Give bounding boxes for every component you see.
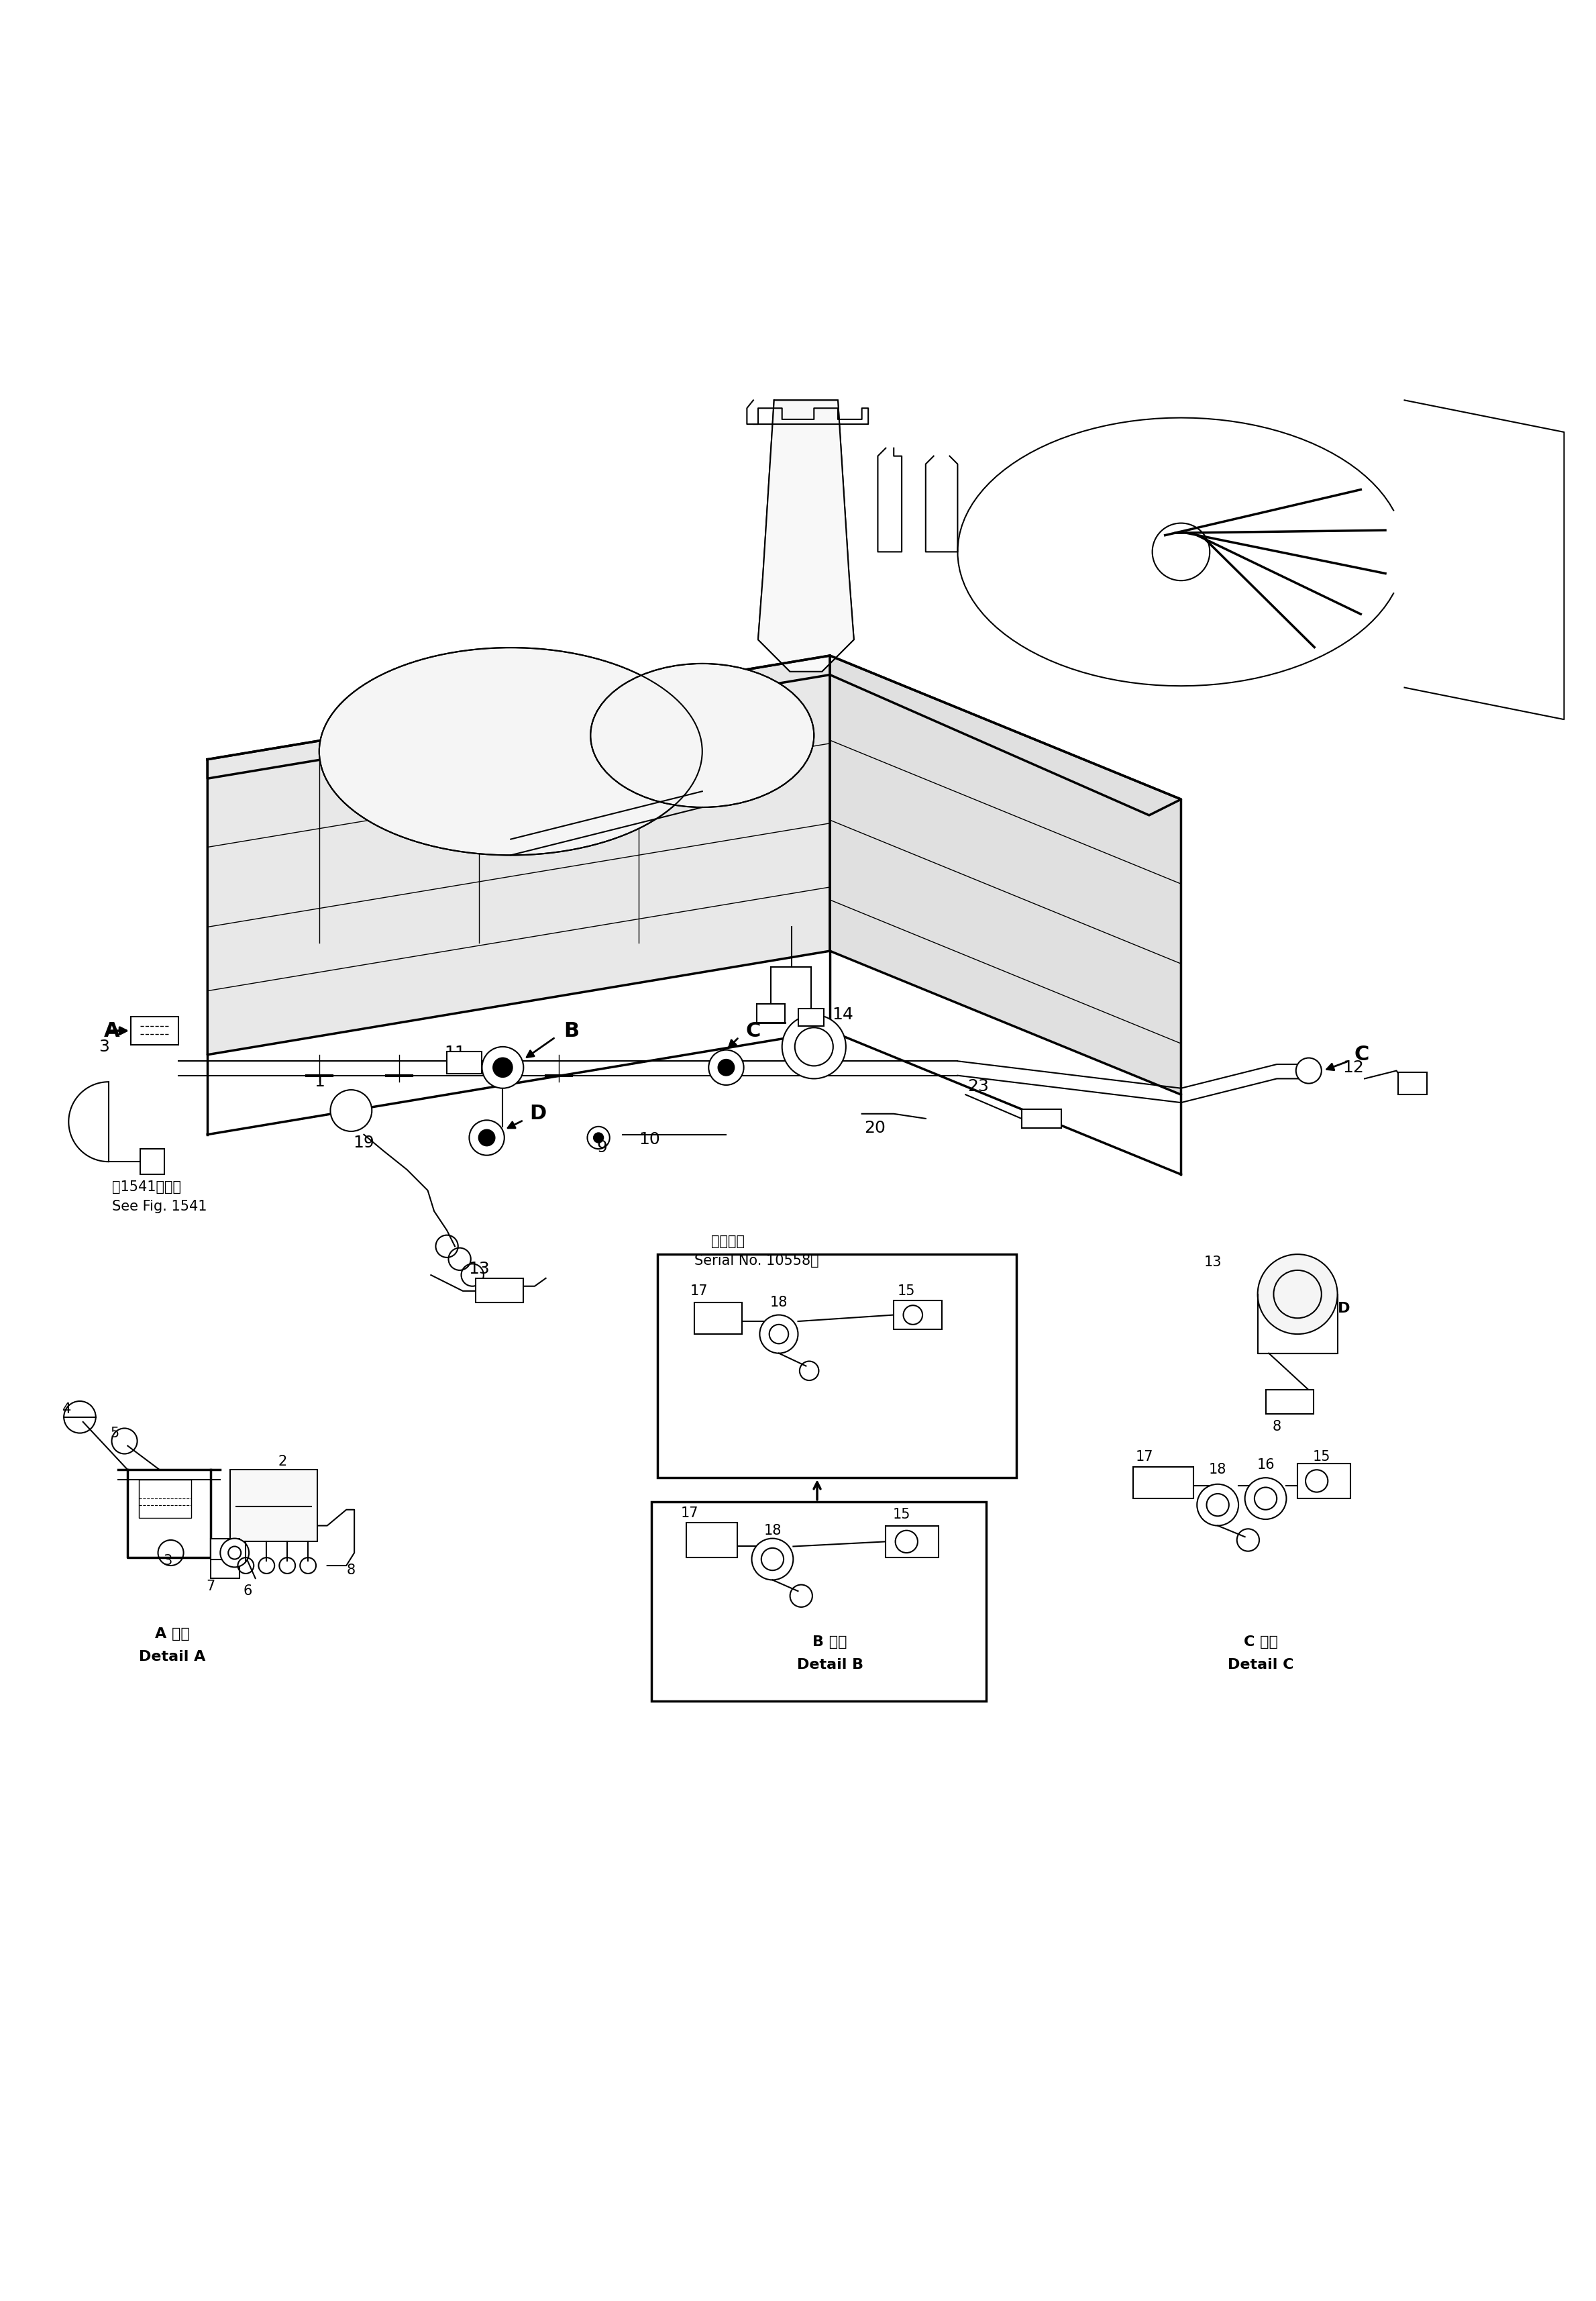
Text: C 詳細: C 詳細 [1243, 1636, 1278, 1650]
Text: 適用号機: 適用号機 [710, 1236, 745, 1247]
Text: C: C [745, 1022, 761, 1040]
Text: 9: 9 [597, 1139, 606, 1155]
Text: 17: 17 [1135, 1450, 1154, 1463]
Circle shape [709, 1049, 744, 1086]
Bar [131, 1017, 179, 1045]
Circle shape [220, 1539, 249, 1567]
Bar [1133, 1466, 1194, 1498]
Bar [694, 1302, 742, 1335]
Text: 10: 10 [638, 1132, 661, 1148]
Text: B: B [563, 1022, 579, 1040]
Text: 17: 17 [680, 1507, 699, 1519]
Text: 6: 6 [243, 1585, 252, 1597]
Circle shape [1258, 1254, 1337, 1335]
Bar [651, 1503, 986, 1700]
Text: 24: 24 [809, 1042, 832, 1058]
Circle shape [330, 1091, 372, 1132]
Text: 15: 15 [892, 1507, 911, 1521]
Text: 15: 15 [897, 1284, 916, 1298]
Text: 18: 18 [1208, 1463, 1227, 1477]
Text: B 詳細: B 詳細 [812, 1636, 847, 1650]
Bar [1298, 1463, 1350, 1498]
Circle shape [482, 1047, 523, 1088]
Text: 4: 4 [62, 1401, 72, 1415]
Text: 8: 8 [1272, 1420, 1282, 1434]
Text: 13: 13 [468, 1261, 490, 1277]
Text: 20: 20 [863, 1121, 886, 1137]
Bar [798, 1008, 824, 1026]
Text: Detail C: Detail C [1227, 1657, 1294, 1671]
Circle shape [1296, 1058, 1321, 1084]
Circle shape [479, 1130, 495, 1146]
Bar [1398, 1072, 1427, 1095]
Text: D: D [530, 1104, 546, 1123]
Circle shape [752, 1539, 793, 1581]
Polygon shape [207, 656, 1181, 815]
Text: 12: 12 [1342, 1058, 1365, 1075]
Text: 18: 18 [763, 1523, 782, 1537]
Text: 16: 16 [1256, 1459, 1275, 1473]
Circle shape [718, 1058, 734, 1075]
Text: 21: 21 [343, 1100, 365, 1116]
Circle shape [782, 1015, 846, 1079]
Text: 3: 3 [163, 1553, 172, 1567]
Bar [1021, 1109, 1061, 1127]
Text: See Fig. 1541: See Fig. 1541 [112, 1199, 206, 1213]
Text: D 詳細: D 詳細 [1299, 1279, 1334, 1293]
Text: 19: 19 [353, 1134, 375, 1150]
Text: A: A [104, 1022, 120, 1040]
Bar [139, 1480, 192, 1519]
Text: 8: 8 [346, 1565, 356, 1576]
Bar [886, 1526, 938, 1558]
Text: Detail A: Detail A [139, 1650, 206, 1664]
Text: 13: 13 [1203, 1256, 1223, 1268]
Bar [658, 1254, 1017, 1477]
Text: 13: 13 [755, 1008, 777, 1024]
Text: 第1541図参照: 第1541図参照 [112, 1180, 180, 1194]
Bar [211, 1539, 239, 1578]
Text: 18: 18 [769, 1295, 788, 1309]
Text: 1: 1 [314, 1075, 324, 1091]
Bar [476, 1279, 523, 1302]
Ellipse shape [591, 663, 814, 808]
Bar [686, 1523, 737, 1558]
Text: 22: 22 [1036, 1111, 1058, 1127]
Text: Detail D: Detail D [1283, 1302, 1350, 1316]
Bar [894, 1300, 942, 1330]
Bar [140, 1148, 164, 1174]
Text: 11: 11 [444, 1045, 466, 1061]
Bar [447, 1052, 482, 1075]
Circle shape [493, 1058, 512, 1077]
Text: 2: 2 [278, 1454, 287, 1468]
Circle shape [469, 1121, 504, 1155]
Circle shape [594, 1132, 603, 1144]
Text: Serial No. 10558～: Serial No. 10558～ [694, 1254, 819, 1268]
Text: 23: 23 [967, 1079, 990, 1095]
Text: 5: 5 [110, 1427, 120, 1440]
Text: A 詳細: A 詳細 [155, 1627, 190, 1641]
Polygon shape [207, 656, 830, 1054]
Text: Detail B: Detail B [796, 1657, 863, 1671]
Text: 15: 15 [1312, 1450, 1331, 1463]
Text: 3: 3 [99, 1038, 109, 1054]
Circle shape [1197, 1484, 1238, 1526]
Text: 17: 17 [689, 1284, 709, 1298]
Polygon shape [830, 656, 1181, 1095]
Polygon shape [758, 400, 854, 672]
Circle shape [760, 1314, 798, 1353]
Bar [757, 1003, 785, 1022]
Bar [230, 1470, 318, 1542]
Circle shape [1245, 1477, 1286, 1519]
Bar [1266, 1390, 1314, 1413]
Text: C: C [1353, 1045, 1369, 1065]
Text: 14: 14 [832, 1008, 854, 1024]
Text: 7: 7 [206, 1578, 215, 1592]
Ellipse shape [319, 647, 702, 856]
